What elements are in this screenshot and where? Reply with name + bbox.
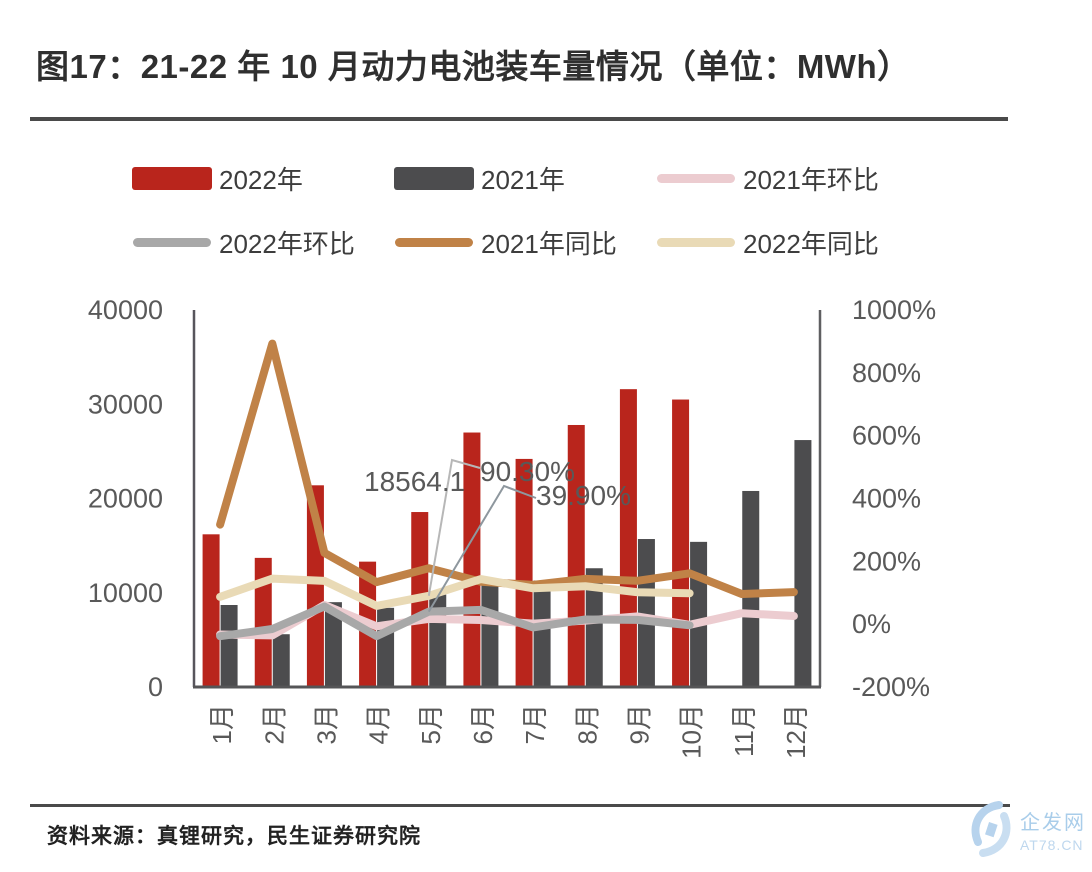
figure-title: 图17：21-22 年 10 月动力电池装车量情况（单位：MWh）: [36, 48, 911, 86]
legend-swatch: [395, 238, 473, 247]
legend-item: 2022年环比: [132, 224, 394, 261]
legend-label: 2022年同比: [743, 229, 879, 259]
x-axis-tick-label: 8月: [572, 704, 602, 744]
legend-item: 2022年: [132, 160, 394, 197]
legend-item: 2021年: [394, 160, 656, 197]
x-axis-tick-label: 9月: [624, 704, 654, 744]
x-axis-tick-label: 5月: [416, 704, 446, 744]
bar-2021年-6月: [481, 582, 499, 687]
right-axis-tick-label: 1000%: [852, 295, 936, 325]
bar-2021年-7月: [533, 580, 551, 687]
left-axis-tick-label: 40000: [88, 295, 163, 325]
legend-row: 2022年环比 2021年同比 2022年同比: [132, 224, 1012, 261]
right-axis-tick-label: 200%: [852, 546, 921, 576]
left-axis-tick-label: 20000: [88, 484, 163, 514]
bar-2021年-2月: [272, 634, 290, 687]
legend-swatch: [132, 167, 212, 190]
annotation-leader-mom: [427, 484, 537, 613]
legend-item: 2022年同比: [656, 224, 918, 261]
x-axis-tick-label: 2月: [259, 704, 289, 744]
bar-2022年-2月: [254, 557, 272, 687]
bar-2021年-4月: [377, 607, 395, 687]
annotation-2022年-5月: 18564.1: [364, 466, 465, 497]
bar-2022年-9月: [619, 389, 637, 687]
bar-2022年-10月: [672, 399, 690, 687]
chart-legend: 2022年 2021年 2021年环比 2022年环比 2021年同比 2022年同比: [132, 160, 1012, 288]
bar-2021年-1月: [220, 605, 238, 687]
x-axis-tick-label: 6月: [468, 704, 498, 744]
right-axis-tick-label: -200%: [852, 672, 930, 702]
legend-label: 2021年环比: [743, 165, 879, 195]
watermark-name: 企发网: [1020, 811, 1086, 834]
legend-swatch: [657, 174, 735, 183]
battery-installation-chart: 0 10000 20000 30000 40000 -200% 0% 200% 400% 600%…: [88, 295, 936, 759]
right-axis-tick-label: 400%: [852, 484, 921, 514]
legend-row: 2022年 2021年 2021年环比: [132, 160, 1012, 197]
legend-label: 2021年同比: [481, 229, 617, 259]
bar-2021年-12月: [794, 440, 812, 687]
watermark-text: 企发网 AT78.CN: [1020, 806, 1086, 853]
left-axis-tick-label: 10000: [88, 578, 163, 608]
watermark-url: AT78.CN: [1020, 836, 1084, 853]
x-axis-tick-label: 4月: [364, 704, 394, 744]
x-axis-tick-label: 10月: [677, 704, 707, 759]
legend-item: 2021年同比: [394, 224, 656, 261]
bar-2021年-3月: [324, 602, 342, 687]
bar-2021年-10月: [690, 541, 708, 687]
bar-2022年-6月: [463, 432, 481, 687]
bar-2022年-1月: [202, 534, 220, 687]
watermark-logo-icon: [971, 801, 1011, 857]
annotation-2022年环比-5月: 39.90%: [536, 480, 631, 511]
legend-label: 2022年: [219, 165, 303, 195]
left-axis-tick-label: 0: [148, 672, 163, 702]
right-axis-tick-label: 0%: [852, 609, 891, 639]
line-2022年环比: [216, 602, 694, 641]
legend-label: 2022年环比: [219, 229, 355, 259]
bar-2021年-11月: [742, 490, 760, 687]
annotation-2022年同比-5月: 90.30%: [480, 456, 575, 487]
legend-item: 2021年环比: [656, 160, 918, 197]
source-divider: [30, 804, 1010, 807]
line-2022年同比: [216, 574, 694, 610]
bar-2021年-8月: [585, 568, 603, 687]
source-text: 资料来源：真锂研究，民生证券研究院: [47, 825, 421, 848]
legend-swatch: [657, 238, 735, 247]
x-axis-tick-label: 7月: [520, 704, 550, 744]
x-axis-tick-label: 11月: [729, 704, 759, 757]
x-axis-tick-label: 1月: [207, 704, 237, 744]
legend-label: 2021年: [481, 165, 565, 195]
right-axis-tick-label: 800%: [852, 358, 921, 388]
legend-swatch: [394, 167, 474, 190]
left-axis-tick-label: 30000: [88, 389, 163, 419]
x-axis-tick-label: 3月: [311, 704, 341, 744]
annotation-leader-yoy: [427, 458, 481, 596]
watermark: 企发网 AT78.CN: [966, 800, 1086, 858]
right-axis-tick-label: 600%: [852, 421, 921, 451]
title-divider: [30, 117, 1008, 121]
legend-swatch: [133, 238, 211, 247]
x-axis-tick-label: 12月: [781, 704, 811, 759]
